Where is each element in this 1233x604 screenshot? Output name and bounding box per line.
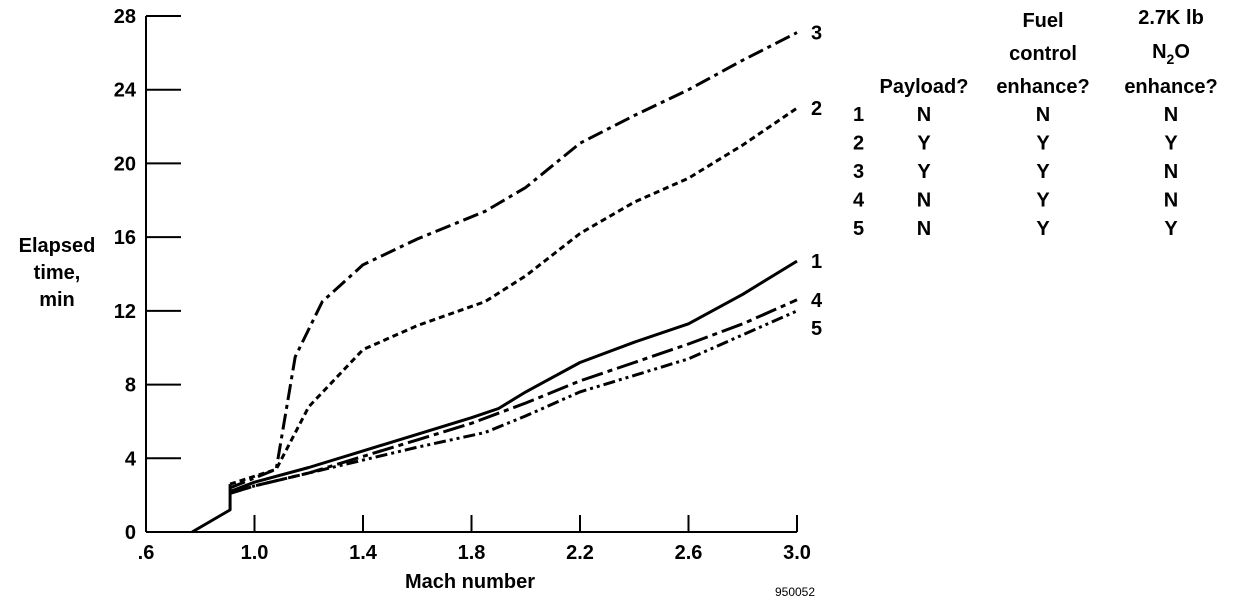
n2o-o: O — [1174, 41, 1190, 63]
curve-label-2: 2 — [811, 98, 822, 120]
table-cell-n2o: N — [1164, 161, 1178, 183]
x-tick-label: 2.6 — [675, 542, 703, 564]
figure-id: 950052 — [775, 585, 815, 599]
y-tick-label: 12 — [114, 301, 136, 323]
y-tick-label: 28 — [114, 6, 136, 28]
header-n2o-line-3: enhance? — [1124, 76, 1217, 98]
curve-label-5: 5 — [811, 318, 822, 340]
x-axis-ticks: .6 1.0 1.4 1.8 2.2 2.6 3.0 — [138, 515, 811, 564]
n2o-n: N — [1152, 41, 1166, 63]
table-cell-fuel: N — [1036, 104, 1050, 126]
table-cell-fuel: Y — [1036, 133, 1050, 155]
y-tick-label: 4 — [125, 448, 137, 470]
table-cell-payload: Y — [917, 133, 931, 155]
curve-5 — [229, 309, 798, 495]
table-cell-n2o: N — [1164, 190, 1178, 212]
table-cell-n2o: Y — [1164, 218, 1178, 240]
y-tick-label: 0 — [125, 522, 136, 544]
header-n2o-line-2: N2O — [1152, 41, 1190, 67]
header-fuel-line-2: control — [1009, 43, 1077, 65]
curve-start-segment — [191, 484, 232, 534]
legend-table: Payload? Fuel control enhance? 2.7K lb N… — [853, 7, 1218, 240]
table-cell-payload: N — [917, 104, 931, 126]
table-cell-fuel: Y — [1036, 190, 1050, 212]
x-tick-label: 2.2 — [566, 542, 594, 564]
table-cell-payload: N — [917, 190, 931, 212]
curve-3 — [229, 31, 798, 490]
table-cell-payload: Y — [917, 161, 931, 183]
x-tick-label: 1.4 — [349, 542, 378, 564]
header-fuel-line-3: enhance? — [996, 76, 1089, 98]
table-cell-fuel: Y — [1036, 218, 1050, 240]
curve-label-1: 1 — [811, 251, 822, 273]
curve-1 — [229, 259, 798, 493]
curve-4 — [229, 298, 798, 495]
curve-labels: 1 2 3 4 5 — [811, 23, 823, 340]
table-cell-id: 5 — [853, 218, 864, 240]
table-cell-id: 1 — [853, 104, 864, 126]
curve-label-3: 3 — [811, 23, 822, 45]
table-cell-id: 3 — [853, 161, 864, 183]
y-tick-label: 16 — [114, 227, 136, 249]
legend-table-rows: 1 N N N2 Y Y Y3 Y Y N4 N Y N5 N Y Y — [853, 104, 1178, 240]
y-tick-label: 20 — [114, 153, 136, 175]
table-cell-fuel: Y — [1036, 161, 1050, 183]
y-axis-title-line-1: Elapsed — [19, 235, 96, 257]
curve-label-4: 4 — [811, 290, 823, 312]
y-axis-title-line-2: time, — [34, 262, 81, 284]
x-tick-label: 3.0 — [783, 542, 811, 564]
x-tick-label: .6 — [138, 542, 155, 564]
y-axis-title-line-3: min — [39, 289, 75, 311]
y-tick-label: 24 — [114, 80, 137, 102]
curve-2 — [229, 106, 798, 486]
n2o-subscript: 2 — [1167, 51, 1175, 67]
table-cell-n2o: Y — [1164, 133, 1178, 155]
table-cell-n2o: N — [1164, 104, 1178, 126]
table-cell-id: 2 — [853, 133, 864, 155]
curves — [191, 31, 798, 534]
table-cell-payload: N — [917, 218, 931, 240]
x-tick-label: 1.8 — [458, 542, 486, 564]
y-tick-label: 8 — [125, 375, 136, 397]
header-fuel-line-1: Fuel — [1022, 10, 1063, 32]
x-tick-label: 1.0 — [241, 542, 269, 564]
x-axis-title: Mach number — [405, 571, 535, 593]
y-axis-ticks: 0 4 8 12 16 20 24 28 — [114, 6, 181, 544]
table-cell-id: 4 — [853, 190, 865, 212]
header-payload: Payload? — [880, 76, 969, 98]
header-n2o-line-1: 2.7K lb — [1138, 7, 1204, 29]
